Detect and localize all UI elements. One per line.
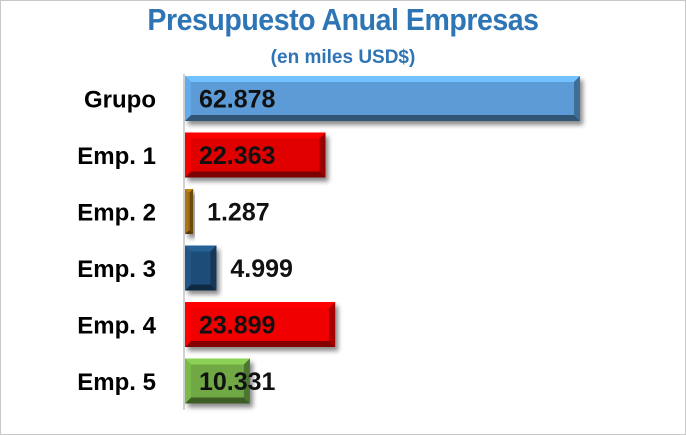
bar-bevel-top	[185, 245, 217, 252]
bar-body	[185, 189, 194, 234]
bar-bevel-bottom	[185, 284, 217, 291]
bar-bevel-left	[185, 302, 191, 347]
bar-bevel-top	[185, 189, 194, 193]
bar-2	[185, 132, 326, 178]
value-label: 10.331	[199, 368, 276, 396]
bar-bevel-right	[319, 132, 326, 178]
chart-subtitle: (en miles USD$)	[270, 47, 416, 68]
bar-1	[185, 76, 580, 121]
bar-bevel-right	[210, 245, 217, 291]
bar-3	[185, 189, 194, 234]
bar-bevel-bottom	[185, 171, 326, 178]
bar-5	[185, 302, 336, 347]
bar-bevel-left	[185, 358, 191, 404]
bar-body	[185, 132, 326, 178]
bar-4	[185, 245, 217, 291]
bar-6	[185, 358, 250, 404]
bar-body	[185, 76, 580, 121]
category-label: Grupo	[84, 87, 156, 114]
bar-bevel-top	[185, 76, 580, 82]
bar-bevel-bottom	[185, 115, 580, 121]
bar-bevel-left	[185, 245, 191, 291]
bar-bevel-right	[189, 189, 194, 234]
bar-bevel-right	[243, 358, 250, 404]
category-label: Emp. 4	[77, 313, 156, 340]
category-label: Emp. 2	[77, 200, 156, 227]
bar-bevel-top	[185, 132, 326, 139]
bar-bevel-bottom	[185, 341, 336, 347]
bar-bevel-left	[185, 189, 189, 234]
value-label: 62.878	[199, 86, 276, 114]
value-label: 22.363	[199, 142, 275, 170]
bar-bevel-right	[329, 302, 336, 347]
bar-bevel-top	[185, 302, 336, 308]
bar-bevel-bottom	[185, 230, 194, 234]
value-label: 4.999	[230, 255, 293, 283]
category-label: Emp. 1	[77, 143, 156, 170]
bar-bevel-left	[185, 76, 191, 121]
chart-title: Presupuesto Anual Empresas	[147, 2, 539, 37]
bar-bevel-left	[185, 132, 191, 178]
category-label: Emp. 3	[77, 256, 156, 283]
value-label: 1.287	[207, 199, 270, 227]
bar-bevel-top	[185, 358, 250, 365]
bar-bevel-right	[574, 76, 580, 121]
bar-body	[185, 358, 250, 404]
value-label: 23.899	[199, 312, 275, 340]
bar-bevel-bottom	[185, 397, 250, 404]
bars-group: Grupo 62.878 Emp. 1 22.363 Emp. 2 1.287 Emp. 3…	[77, 76, 580, 404]
category-label: Emp. 5	[77, 369, 156, 396]
bar-body	[185, 302, 336, 347]
